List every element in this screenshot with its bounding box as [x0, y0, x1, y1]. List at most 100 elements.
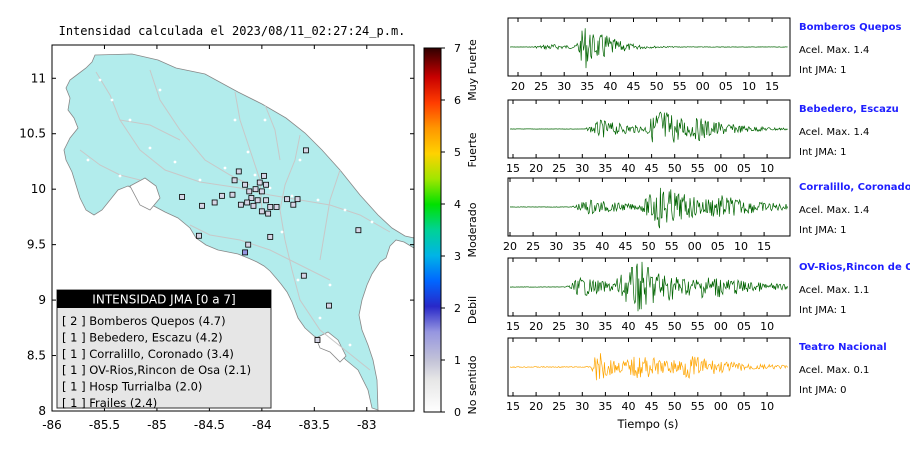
town-dot	[348, 343, 352, 347]
map-roads	[79, 69, 391, 371]
lat-tick-label: 9.5	[27, 238, 46, 252]
map-lon-axis: -86 -85.5 -85 -84.5 -84 -83.5 -83	[42, 45, 377, 432]
lat-tick-label: 10	[31, 182, 46, 196]
map-frame	[51, 44, 415, 412]
colorbar-ticks: 0 1 2 3 4 5 6 7	[441, 42, 461, 419]
road-line	[189, 224, 331, 281]
colorbar-scale	[423, 47, 442, 413]
legend-item: [ 2 ] Bomberos Quepos (4.7)	[62, 314, 226, 328]
lat-tick-label: 10.5	[19, 127, 46, 141]
station-marker	[267, 204, 274, 210]
colorbar-tick-label: 0	[454, 406, 461, 419]
station-peak: Acel. Max. 1.4	[799, 45, 869, 56]
time-tick-label: 30	[575, 320, 589, 333]
time-tick-label: 55	[691, 162, 705, 175]
time-tick-label: 00	[714, 162, 728, 175]
station-marker	[242, 249, 248, 256]
colorbar: 0 1 2 3 4 5 6 7 No sentido Debil Moderado Fuerte Mu…	[423, 39, 479, 419]
time-tick-label: 50	[668, 400, 682, 413]
time-tick-label: 15	[506, 162, 520, 175]
lon-tick-label: -86	[42, 418, 62, 432]
legend-item: [ 1 ] Frailes (2.4)	[62, 396, 157, 410]
time-tick-label: 05	[737, 400, 751, 413]
station-marker	[237, 201, 244, 208]
time-tick-label: 45	[645, 320, 659, 333]
lon-tick-label: -84	[252, 418, 272, 432]
station-marker	[294, 196, 301, 203]
town-dot	[173, 160, 177, 164]
time-tick-label: 30	[549, 240, 563, 253]
colorbar-tick-label: 4	[454, 198, 461, 211]
map-title: Intensidad calculada el 2023/08/11_02:27…	[59, 24, 406, 38]
costa-rica-land	[63, 53, 415, 411]
waveform-panel: 20 25 30 35 40 45 50 55 00 05 10 15 Corralillo, Coro…	[503, 177, 910, 253]
station-marker	[195, 232, 202, 239]
town-dot	[318, 316, 322, 320]
station-jma: Int JMA: 1	[799, 305, 847, 316]
town-dot	[316, 198, 320, 202]
time-tick-label: 25	[534, 80, 548, 93]
station-marker	[231, 177, 238, 184]
gulf-of-nicoya	[129, 177, 161, 211]
station-marker	[242, 181, 248, 188]
colorbar-tick-label: 3	[454, 250, 461, 263]
time-tick-label: 35	[598, 162, 612, 175]
station-marker	[355, 227, 362, 234]
time-tick-label: 55	[691, 320, 705, 333]
station-name: Bomberos Quepos	[799, 22, 902, 33]
time-tick-label: 00	[714, 320, 728, 333]
time-tick-label: 50	[668, 162, 682, 175]
road-line	[319, 169, 341, 261]
time-tick-label: 25	[552, 320, 566, 333]
lat-tick-label: 9	[38, 293, 46, 307]
time-tick-label: 20	[503, 240, 517, 253]
town-dot	[98, 78, 102, 82]
colorbar-label: No sentido	[466, 355, 479, 414]
time-tick-label: 00	[688, 240, 702, 253]
station-marker	[267, 233, 274, 240]
time-tick-label: 30	[557, 80, 571, 93]
town-dot	[86, 158, 90, 162]
time-tick-label: 25	[552, 162, 566, 175]
legend: INTENSIDAD JMA [0 a 7] [ 2 ] Bomberos Qu…	[56, 289, 272, 410]
station-marker	[244, 199, 251, 206]
lon-tick-label: -83.5	[299, 418, 330, 432]
map-land	[63, 53, 415, 411]
station-marker	[211, 199, 218, 206]
time-tick-label: 15	[765, 80, 779, 93]
legend-title: INTENSIDAD JMA [0 a 7]	[92, 293, 235, 307]
time-tick-label: 50	[668, 320, 682, 333]
time-tick-label: 10	[734, 240, 748, 253]
road-line	[279, 134, 371, 371]
time-tick-label: 40	[622, 400, 636, 413]
town-dot	[263, 118, 267, 122]
legend-items: [ 2 ] Bomberos Quepos (4.7) [ 1 ] Bebeder…	[62, 314, 251, 410]
road-line	[79, 149, 141, 181]
time-tick-label: 55	[691, 400, 705, 413]
town-dot	[373, 338, 377, 342]
station-jma: Int JMA: 1	[799, 225, 847, 236]
legend-item: [ 1 ] OV-Rios,Rincon de Osa (2.1)	[62, 363, 251, 377]
waveform-trace	[509, 353, 788, 381]
station-marker	[300, 272, 307, 279]
waveform-trace	[510, 111, 788, 143]
time-tick-label: 25	[552, 400, 566, 413]
station-name: Corralillo, Coronado	[799, 182, 910, 193]
town-dot	[328, 283, 332, 287]
station-marker	[314, 337, 321, 343]
time-tick-label: 35	[580, 80, 594, 93]
station-jma: Int JMA: 0	[799, 385, 847, 396]
time-tick-label: 15	[757, 240, 771, 253]
road-line	[119, 119, 181, 141]
time-tick-label: 05	[711, 240, 725, 253]
station-marker	[250, 202, 257, 209]
waveform-frame	[507, 99, 791, 159]
time-tick-label: 30	[575, 400, 589, 413]
time-tick-label: 40	[622, 162, 636, 175]
time-tick-label: 50	[650, 80, 664, 93]
lat-tick-label: 8.5	[27, 349, 46, 363]
town-dot	[223, 166, 227, 170]
time-tick-label: 45	[627, 80, 641, 93]
station-name: Teatro Nacional	[799, 342, 887, 353]
